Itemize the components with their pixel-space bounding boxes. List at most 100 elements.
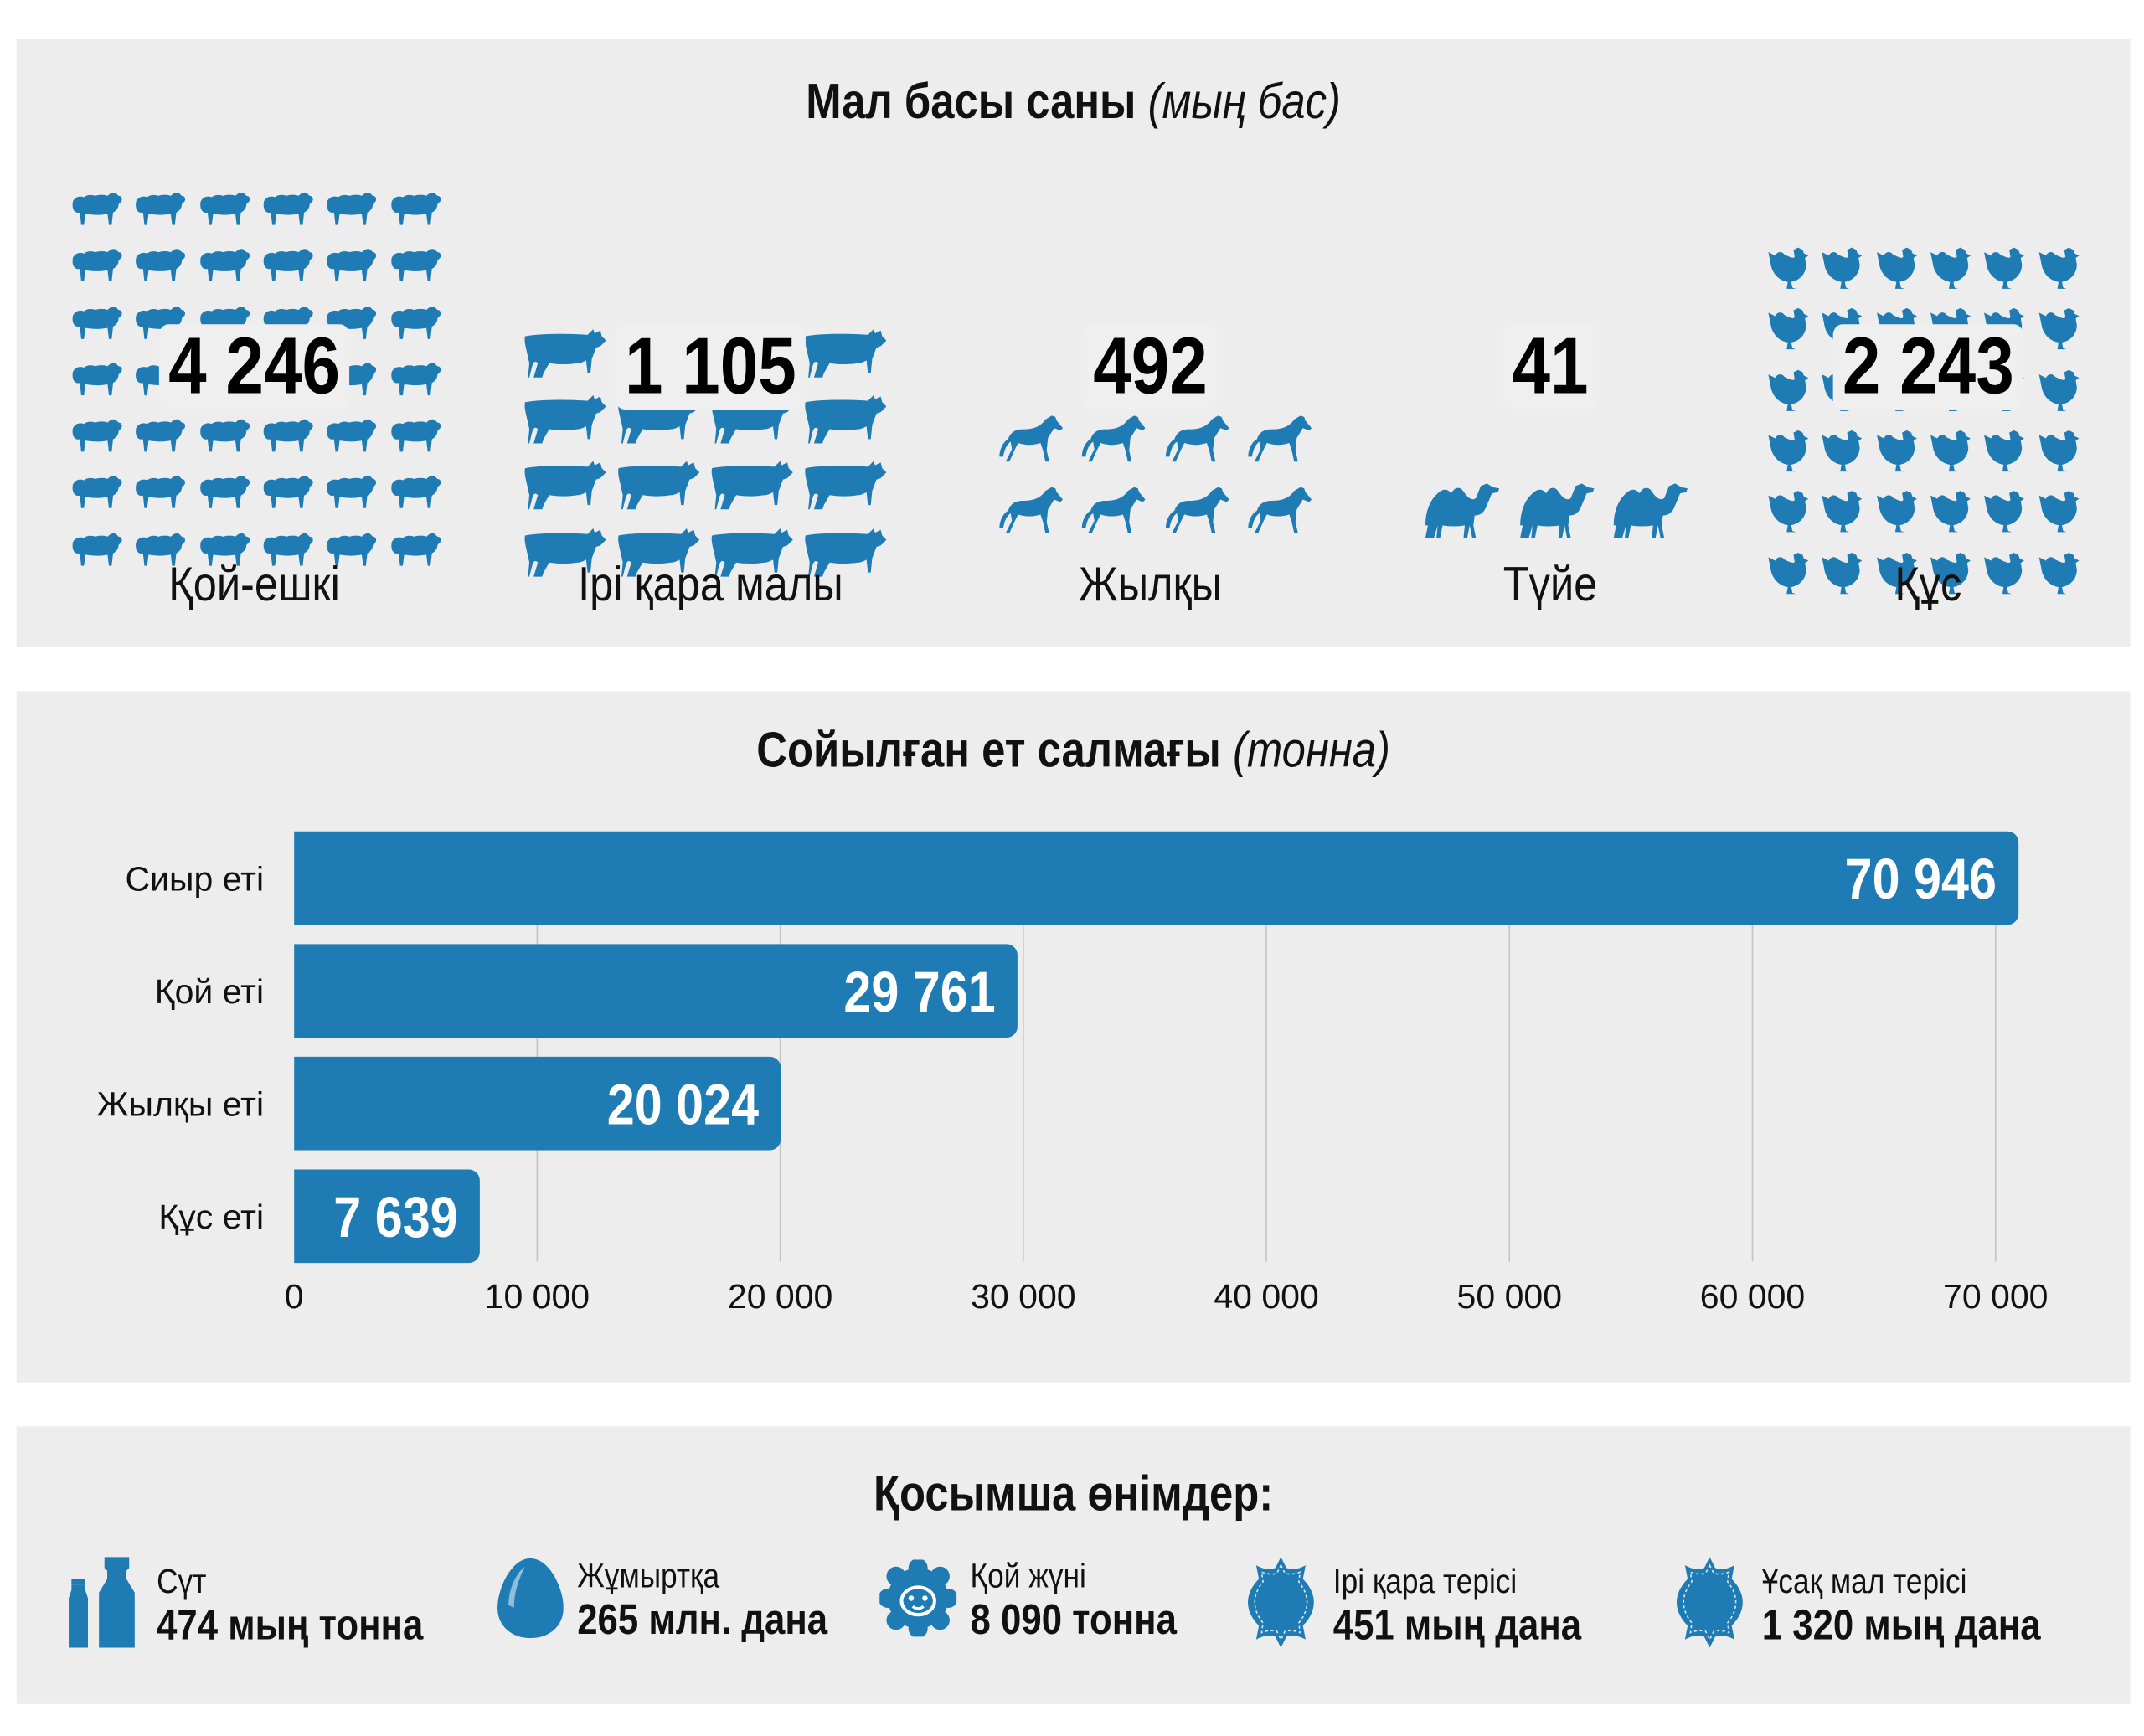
chicken-icon bbox=[1820, 242, 1866, 295]
category-label: Қой еті bbox=[155, 972, 264, 1011]
category-label: Сиыр еті bbox=[125, 859, 264, 898]
livestock-label: Ірі қара малы bbox=[578, 558, 843, 612]
livestock-label: Қой-ешкі bbox=[168, 558, 340, 612]
category-label: Құс еті bbox=[158, 1198, 264, 1236]
tick-label: 10 000 bbox=[485, 1277, 590, 1316]
sheep-icon bbox=[196, 414, 251, 462]
wool-icon bbox=[878, 1558, 958, 1643]
chicken-icon bbox=[2036, 547, 2082, 600]
product-label: Жұмыртқа bbox=[577, 1557, 720, 1596]
chicken-icon bbox=[1820, 425, 1866, 477]
tick-label: 70 000 bbox=[1943, 1277, 2048, 1316]
sheep-icon bbox=[132, 414, 188, 462]
sheep-icon bbox=[323, 187, 379, 235]
cow-icon bbox=[802, 324, 888, 382]
meat-title: Сойылған ет салмағы (тонна) bbox=[164, 722, 1982, 780]
sheep-icon bbox=[132, 187, 188, 235]
camel-pictogram bbox=[1415, 473, 1690, 540]
chicken-icon bbox=[1766, 242, 1812, 295]
cow-icon bbox=[523, 523, 608, 581]
title-text: Мал басы саны bbox=[806, 72, 1136, 130]
chicken-icon bbox=[2036, 486, 2082, 538]
horse-pictogram bbox=[990, 407, 1313, 540]
horse-icon bbox=[1155, 477, 1229, 540]
livestock-label: Құс bbox=[1894, 558, 1962, 612]
tick-label: 20 000 bbox=[728, 1277, 832, 1316]
product-text: Қой жүні 8 090 тонна bbox=[971, 1557, 1177, 1645]
hide-icon bbox=[1671, 1557, 1748, 1655]
chicken-icon bbox=[1874, 425, 1920, 477]
product-value: 8 090 тонна bbox=[970, 1595, 1177, 1644]
horse-icon bbox=[1072, 407, 1147, 470]
product-text: Ірі қара терісі 451 мың дана bbox=[1333, 1562, 1581, 1650]
chicken-icon bbox=[1982, 425, 2028, 477]
cow-icon bbox=[523, 324, 608, 382]
product-value: 451 мың дана bbox=[1332, 1599, 1582, 1649]
horse-icon bbox=[1238, 407, 1312, 470]
cow-icon bbox=[523, 390, 608, 448]
chicken-icon bbox=[1982, 242, 2028, 295]
horse-icon bbox=[990, 477, 1064, 540]
bar bbox=[294, 831, 2019, 925]
products-title: Қосымша өнімдер: bbox=[874, 1465, 1274, 1522]
sheep-icon bbox=[387, 357, 442, 405]
horse-icon bbox=[1238, 477, 1312, 540]
horse-icon bbox=[990, 407, 1064, 470]
sheep-icon bbox=[196, 471, 251, 519]
tick-label: 0 bbox=[285, 1277, 304, 1316]
sheep-icon bbox=[387, 527, 442, 575]
product-text: Жұмыртқа 265 млн. дана bbox=[577, 1557, 827, 1645]
products-panel: Қосымша өнімдер: Сүт 474 мың тонна Жұмыртқ… bbox=[16, 1426, 2131, 1704]
chicken-icon bbox=[1928, 486, 1974, 538]
sheep-icon bbox=[132, 527, 188, 575]
chicken-icon bbox=[1820, 547, 1866, 600]
title-unit: (мың бас) bbox=[1147, 72, 1341, 130]
chicken-icon bbox=[1766, 486, 1812, 538]
sheep-icon bbox=[260, 244, 315, 292]
chicken-icon bbox=[1820, 486, 1866, 538]
milk-bottle-icon bbox=[66, 1557, 143, 1655]
cow-icon bbox=[709, 456, 795, 514]
value-label: 7 639 bbox=[333, 1185, 457, 1249]
chicken-icon bbox=[1766, 303, 1812, 356]
product-text: Сүт 474 мың тонна bbox=[157, 1562, 423, 1650]
livestock-value: 1 105 bbox=[615, 323, 807, 410]
cow-icon bbox=[523, 456, 608, 514]
camel-icon bbox=[1605, 473, 1691, 542]
product-label: Ірі қара терісі bbox=[1332, 1561, 1518, 1600]
sheep-icon bbox=[387, 471, 442, 519]
sheep-icon bbox=[132, 471, 188, 519]
livestock-value: 2 243 bbox=[1832, 323, 2024, 410]
hide-icon bbox=[1242, 1557, 1319, 1655]
cow-icon bbox=[802, 390, 888, 448]
sheep-icon bbox=[196, 187, 251, 235]
product-item: Жұмыртқа 265 млн. дана bbox=[497, 1557, 868, 1645]
product-item: Сүт 474 мың тонна bbox=[66, 1557, 466, 1655]
sheep-icon bbox=[260, 527, 315, 575]
product-label: Ұсақ мал терісі bbox=[1761, 1561, 1967, 1600]
sheep-icon bbox=[132, 244, 188, 292]
sheep-icon bbox=[69, 244, 124, 292]
livestock-value: 4 246 bbox=[158, 323, 350, 410]
sheep-icon bbox=[69, 527, 124, 575]
sheep-icon bbox=[387, 244, 442, 292]
sheep-icon bbox=[69, 187, 124, 235]
livestock-value: 492 bbox=[1083, 323, 1218, 410]
tick-label: 50 000 bbox=[1457, 1277, 1562, 1316]
product-text: Ұсақ мал терісі 1 320 мың дана bbox=[1762, 1562, 2041, 1650]
tick-label: 30 000 bbox=[971, 1277, 1075, 1316]
category-label: Жылқы еті bbox=[97, 1084, 264, 1123]
chicken-icon bbox=[2036, 242, 2082, 295]
tick-label: 60 000 bbox=[1700, 1277, 1805, 1316]
chicken-icon bbox=[1766, 425, 1812, 477]
sheep-icon bbox=[387, 414, 442, 462]
value-label: 20 024 bbox=[607, 1072, 759, 1136]
camel-icon bbox=[1415, 473, 1502, 542]
sheep-icon bbox=[196, 244, 251, 292]
value-label: 70 946 bbox=[1845, 847, 1997, 911]
cow-icon bbox=[616, 456, 701, 514]
chicken-icon bbox=[1982, 486, 2028, 538]
bar bbox=[294, 944, 1018, 1038]
sheep-icon bbox=[69, 301, 124, 349]
livestock-panel: Мал басы саны (мың бас) 4 246 Қой-ешкі 1 1… bbox=[16, 38, 2131, 647]
